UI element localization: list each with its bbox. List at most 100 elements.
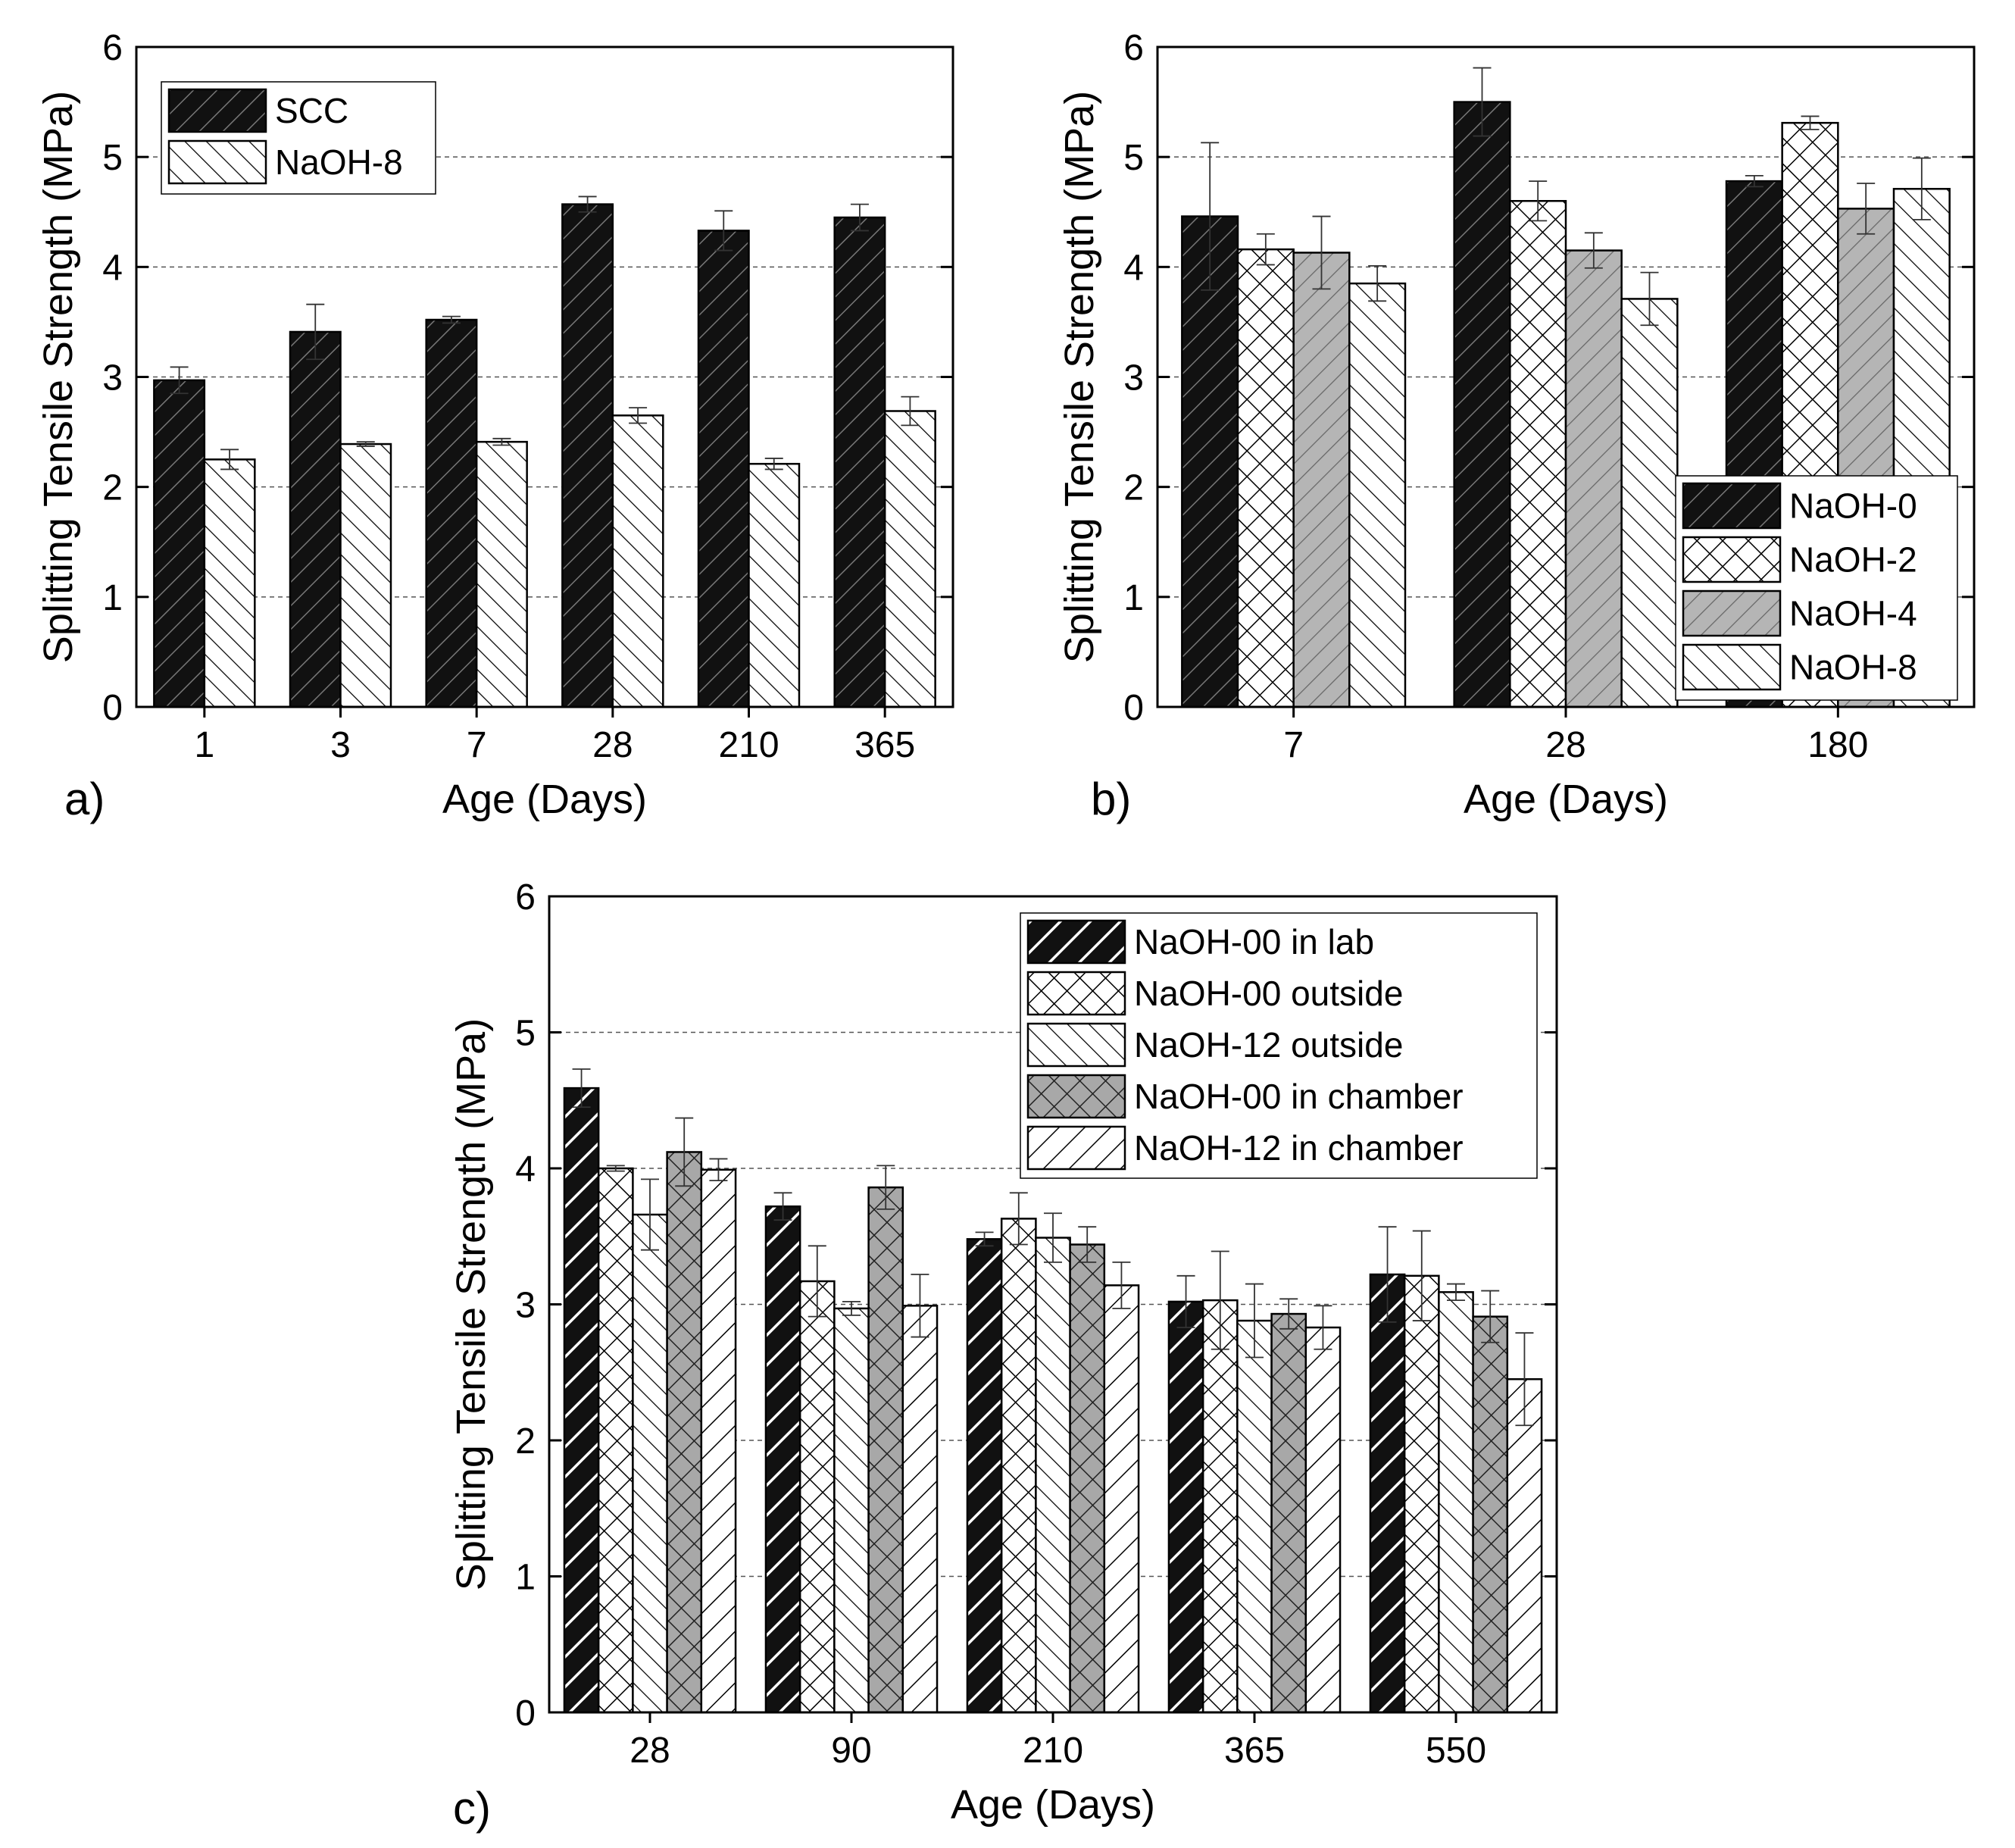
bar	[833, 1307, 870, 1714]
legend-label: NaOH-00 in lab	[1134, 922, 1374, 962]
x-tick-label: 1	[194, 725, 214, 765]
bar	[1304, 1326, 1342, 1714]
bar	[475, 440, 528, 708]
chart-panel-b: 0 1 2 3 4 5 6 7 28 180 Age (Days) Splitting Tensile…	[1057, 28, 1976, 824]
x-tick-label: 365	[1224, 1731, 1285, 1771]
legend-label: NaOH-8	[275, 142, 403, 182]
bar	[883, 410, 936, 708]
x-tick-label: 28	[592, 725, 633, 765]
legend-label: NaOH-00 in chamber	[1134, 1077, 1464, 1116]
bar	[1236, 1319, 1273, 1714]
bar	[700, 1168, 737, 1714]
x-axis-label: Age (Days)	[951, 1782, 1155, 1828]
bar	[764, 1205, 801, 1714]
bar	[1438, 1291, 1474, 1714]
bar	[1620, 298, 1679, 708]
bar	[833, 216, 886, 708]
legend-swatch	[1026, 971, 1126, 1016]
y-tick-label: 5	[102, 138, 123, 178]
bar	[1564, 249, 1623, 708]
bar	[1292, 252, 1351, 708]
y-tick-label: 6	[102, 28, 123, 68]
legend-label: NaOH-00 outside	[1134, 974, 1403, 1013]
legend-swatch	[1026, 1022, 1126, 1068]
bar	[425, 318, 478, 708]
bar	[1103, 1284, 1140, 1714]
legend-label: SCC	[275, 91, 348, 130]
y-tick-label: 2	[1123, 468, 1144, 508]
bar	[153, 379, 206, 708]
x-axis-label: Age (Days)	[1464, 777, 1668, 822]
x-tick-label: 210	[1023, 1731, 1083, 1771]
chart-panel-a: 0 1 2 3 4 5 6 1 3 7 28 210 365 Age (Days) Splitting Te…	[36, 28, 954, 824]
y-axis-label: Splitting Tensile Strength (MPa)	[36, 91, 81, 663]
x-tick-label: 3	[330, 725, 351, 765]
x-tick-label: 180	[1807, 725, 1868, 765]
y-tick-label: 6	[1123, 28, 1144, 68]
y-tick-label: 4	[102, 248, 123, 288]
legend-label: NaOH-4	[1789, 594, 1917, 633]
panel-label: c)	[453, 1783, 491, 1834]
x-axis-label: Age (Days)	[442, 777, 647, 822]
bar	[1270, 1312, 1307, 1714]
y-tick-label: 3	[102, 358, 123, 399]
y-axis-label: Splitting Tensile Strength (MPa)	[1057, 91, 1102, 663]
y-tick-label: 0	[1123, 688, 1144, 728]
bar	[289, 330, 342, 708]
y-tick-label: 4	[1123, 248, 1144, 288]
bar	[632, 1213, 668, 1714]
bar	[563, 1087, 600, 1714]
legend-label: NaOH-12 outside	[1134, 1025, 1403, 1065]
x-tick-label: 7	[467, 725, 487, 765]
legend-swatch	[1026, 1125, 1126, 1171]
x-tick-label: 28	[1545, 725, 1585, 765]
bar	[966, 1238, 1003, 1714]
bar	[1201, 1299, 1239, 1714]
x-tick-label: 365	[854, 725, 915, 765]
y-tick-label: 2	[102, 468, 123, 508]
bar	[1506, 1377, 1543, 1714]
panel-label: b)	[1091, 774, 1131, 824]
y-tick-label: 0	[102, 688, 123, 728]
bar	[1472, 1315, 1509, 1714]
y-tick-label: 0	[515, 1693, 536, 1734]
y-tick-label: 1	[515, 1558, 536, 1598]
y-tick-label: 2	[515, 1421, 536, 1462]
y-tick-label: 1	[1123, 578, 1144, 618]
x-tick-label: 7	[1283, 725, 1304, 765]
bar	[1236, 248, 1295, 708]
bar	[1000, 1218, 1037, 1714]
bar	[1167, 1300, 1204, 1714]
legend-label: NaOH-8	[1789, 648, 1917, 687]
bar	[798, 1280, 836, 1714]
y-tick-label: 4	[515, 1149, 536, 1190]
panel-label: a)	[64, 774, 105, 824]
legend-label: NaOH-12 in chamber	[1134, 1128, 1464, 1168]
y-tick-label: 3	[515, 1286, 536, 1326]
legend-swatch	[1026, 1074, 1126, 1119]
legend-swatch	[1682, 536, 1782, 583]
legend-swatch	[167, 139, 267, 185]
bar	[867, 1186, 904, 1714]
bar	[339, 442, 392, 708]
bar	[1348, 282, 1407, 708]
legend-swatch	[167, 88, 267, 133]
bar	[203, 458, 256, 708]
y-tick-label: 6	[515, 877, 536, 918]
bar	[561, 203, 614, 708]
y-axis-label: Splitting Tensile Strength (MPa)	[448, 1018, 494, 1590]
bar	[748, 462, 801, 708]
bar	[1509, 199, 1567, 708]
x-tick-label: 550	[1426, 1731, 1486, 1771]
y-tick-label: 3	[1123, 358, 1144, 399]
bar	[611, 414, 664, 708]
y-tick-label: 5	[1123, 138, 1144, 178]
x-tick-label: 90	[831, 1731, 871, 1771]
x-tick-label: 210	[718, 725, 779, 765]
bar	[697, 230, 750, 708]
y-tick-label: 5	[515, 1014, 536, 1054]
x-tick-label: 28	[629, 1731, 670, 1771]
bar	[597, 1167, 634, 1714]
legend-swatch	[1682, 589, 1782, 637]
